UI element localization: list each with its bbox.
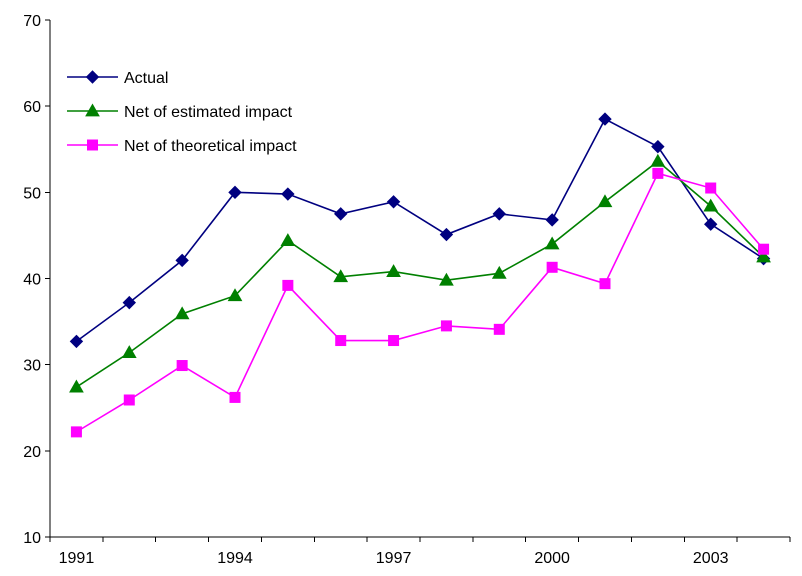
y-tick-label: 50: [23, 185, 41, 202]
data-point: [758, 243, 770, 255]
series-line: [75, 160, 765, 388]
data-point: [174, 306, 190, 320]
data-point: [439, 227, 454, 242]
data-point: [229, 391, 241, 403]
data-point: [597, 194, 613, 208]
legend-swatch-marker: [85, 103, 100, 117]
data-point: [544, 236, 560, 250]
data-point: [228, 185, 242, 200]
x-tick-label: 2000: [534, 550, 570, 567]
legend-item: Net of estimated impact: [67, 103, 293, 121]
y-tick-label: 70: [23, 13, 41, 30]
data-point: [280, 233, 296, 246]
data-point: [334, 207, 348, 221]
data-point: [335, 335, 347, 347]
data-point: [282, 279, 294, 291]
data-point: [599, 278, 611, 290]
x-tick-label: 2003: [693, 550, 729, 567]
data-point: [705, 182, 717, 194]
data-point: [121, 345, 137, 358]
data-point: [440, 320, 452, 332]
data-point: [650, 153, 666, 167]
data-point: [386, 264, 401, 277]
data-point: [652, 167, 664, 179]
data-point: [756, 249, 771, 263]
data-point: [598, 112, 612, 126]
series-3: [70, 167, 770, 438]
data-point: [492, 207, 506, 221]
data-point: [546, 261, 558, 273]
data-point: [491, 265, 507, 279]
axes: 10 20 30 40 50 60 70 1991 1994 1997 2000 2003: [23, 13, 791, 567]
series-2: [69, 153, 771, 393]
data-point: [651, 139, 665, 154]
y-tick-label: 20: [23, 444, 41, 461]
y-tick-label: 10: [23, 530, 41, 547]
data-point: [123, 394, 135, 406]
y-tick-label: 30: [23, 358, 41, 375]
data-point: [388, 335, 400, 347]
series-layer: [69, 112, 771, 438]
data-point: [70, 426, 82, 438]
data-point: [227, 288, 243, 302]
y-tick-label: 60: [23, 99, 41, 116]
data-point: [281, 187, 295, 201]
y-tick-label: 40: [23, 272, 41, 289]
legend-swatch-marker: [85, 70, 100, 84]
legend-label: Net of estimated impact: [124, 104, 293, 121]
data-point: [176, 360, 188, 372]
data-point: [704, 217, 718, 231]
legend-label: Actual: [124, 70, 168, 87]
legend-item: Net of theoretical impact: [67, 138, 297, 155]
legend-swatch-marker: [87, 139, 98, 151]
legend-label: Net of theoretical impact: [124, 138, 297, 155]
x-tick-label: 1997: [376, 550, 412, 567]
data-point: [69, 379, 84, 393]
x-tick-label: 1994: [217, 550, 253, 567]
x-tick-label: 1991: [59, 550, 95, 567]
data-point: [333, 269, 349, 283]
series-line: [76, 172, 765, 433]
data-point: [545, 213, 559, 227]
legend-item: Actual: [67, 70, 168, 87]
legend: Actual Net of estimated impact Net of theo…: [67, 70, 297, 155]
data-point: [175, 253, 189, 268]
data-point: [122, 295, 136, 310]
data-point: [69, 334, 84, 349]
series-line: [75, 118, 765, 343]
data-point: [439, 272, 454, 286]
data-point: [386, 195, 401, 209]
data-point: [703, 198, 719, 212]
data-point: [493, 323, 505, 335]
